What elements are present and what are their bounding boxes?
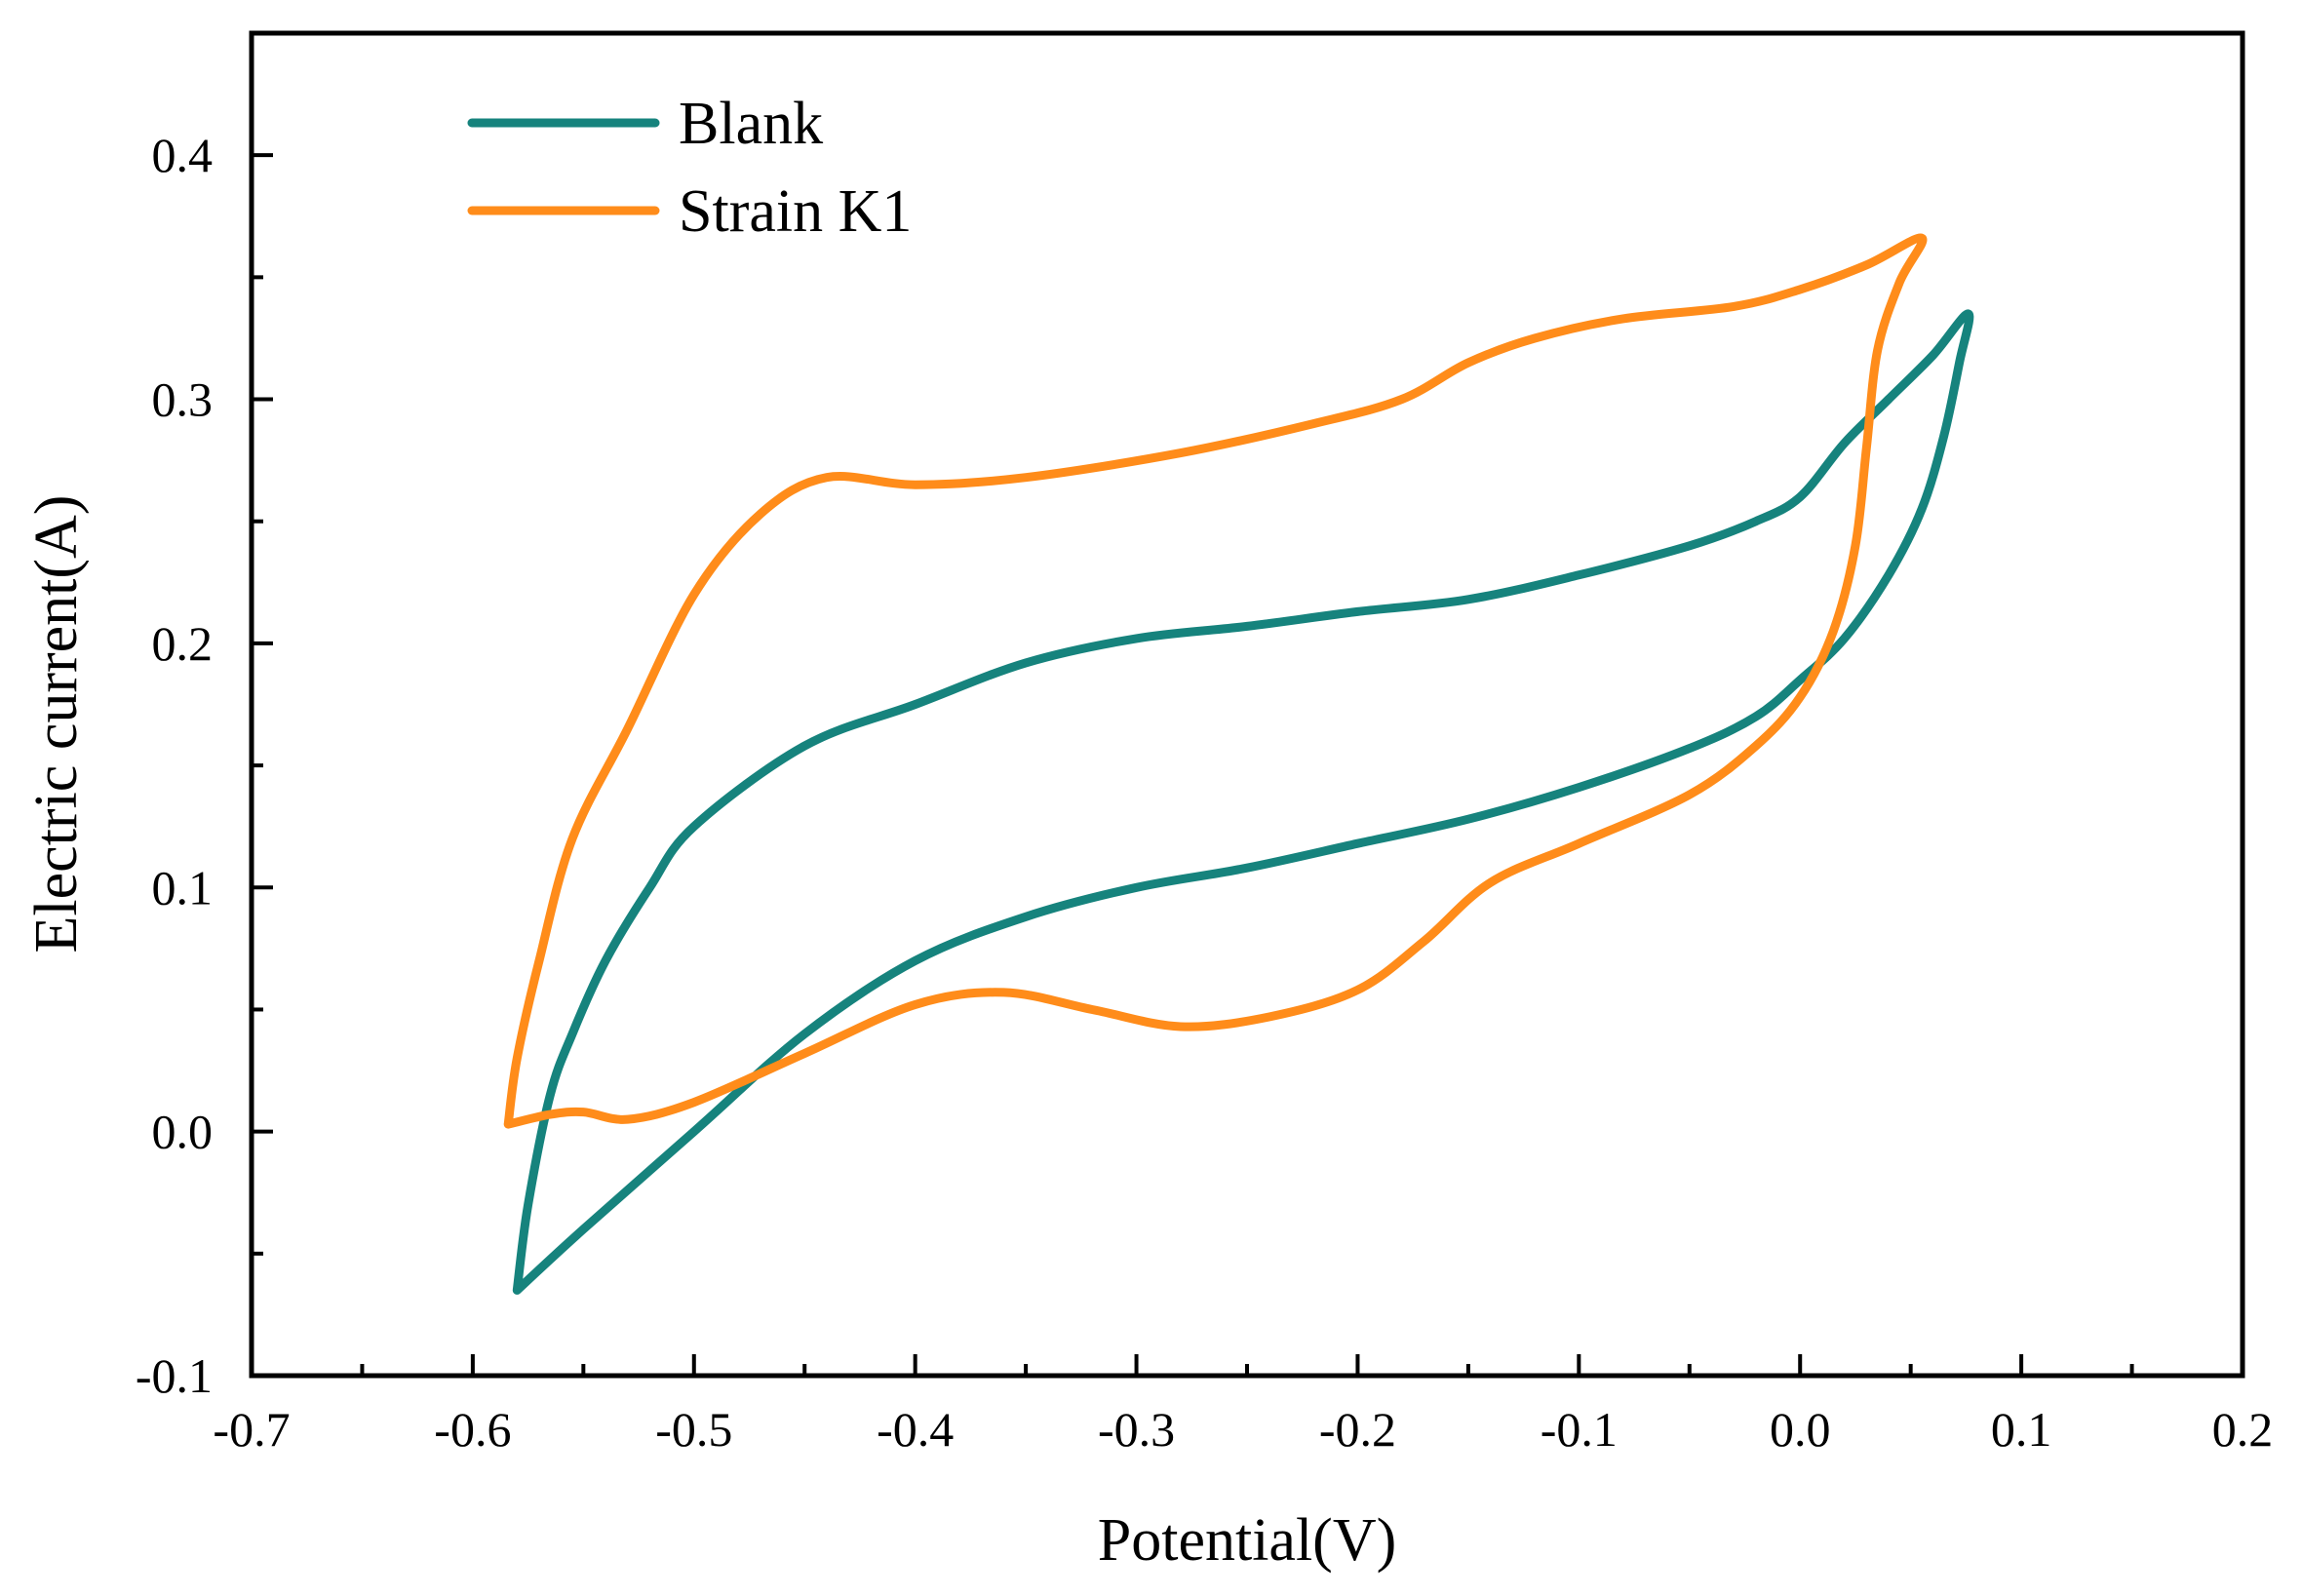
y-axis-title: Electric current(A)	[23, 495, 90, 954]
x-tick-label: -0.3	[1098, 1402, 1175, 1457]
x-tick-label: 0.2	[2212, 1402, 2274, 1457]
x-tick-label: -0.7	[213, 1402, 290, 1457]
y-axis-ticks: -0.1 0.0 0.1 0.2 0.3 0.4	[136, 31, 273, 1403]
y-tick-label: 0.2	[152, 616, 214, 671]
x-tick-label: -0.6	[434, 1402, 511, 1457]
x-tick-label: -0.4	[877, 1402, 954, 1457]
y-tick-label: 0.3	[152, 372, 214, 427]
y-tick-label: -0.1	[136, 1348, 213, 1403]
plot-frame	[249, 30, 2245, 1379]
x-tick-label: 0.0	[1770, 1402, 1831, 1457]
series-line-blank	[512, 309, 1974, 1295]
y-tick-label: 0.4	[152, 128, 214, 182]
y-tick-label: 0.1	[152, 860, 214, 915]
x-tick-label: -0.1	[1541, 1402, 1618, 1457]
x-tick-label: 0.1	[1991, 1402, 2052, 1457]
series-layer	[503, 233, 1974, 1295]
legend-label: Strain K1	[679, 178, 912, 245]
legend-label: Blank	[679, 91, 823, 157]
x-axis-ticks: -0.7 -0.6 -0.5 -0.4 -0.3 -0.2 -0.1 0.0 0.1 0.2	[213, 1354, 2273, 1457]
y-tick-label: 0.0	[152, 1105, 214, 1159]
x-tick-label: -0.5	[655, 1402, 732, 1457]
x-axis-title: Potential(V)	[1098, 1507, 1397, 1574]
legend: Blank Strain K1	[467, 91, 912, 245]
series-line-strain-k1	[503, 233, 1928, 1129]
x-tick-label: -0.2	[1319, 1402, 1396, 1457]
